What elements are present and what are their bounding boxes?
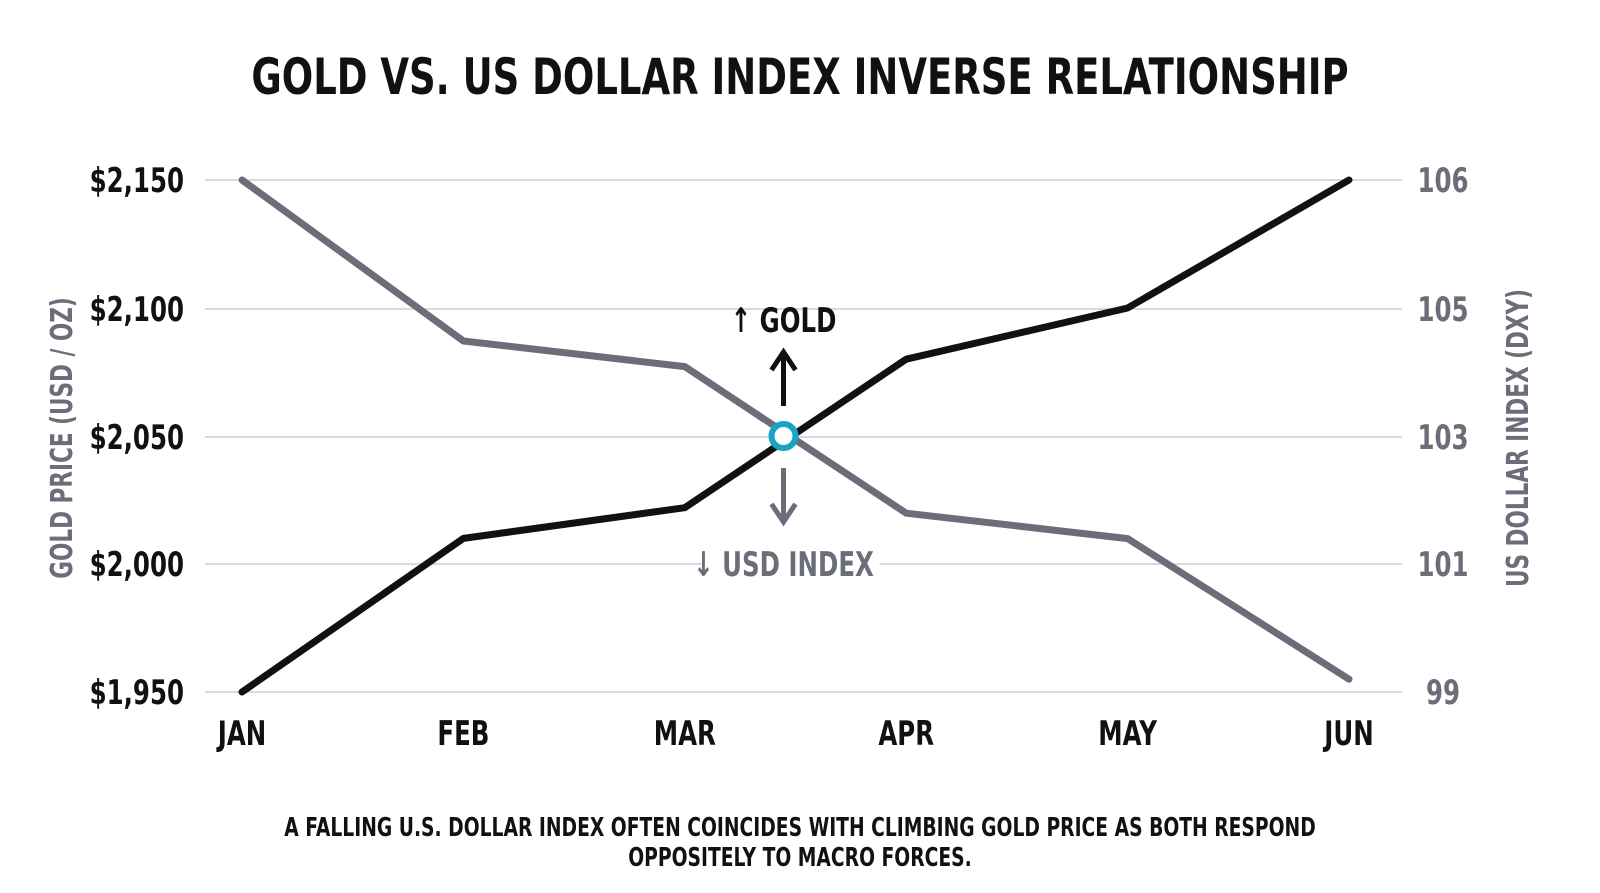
left-tick-label: $2,100 bbox=[90, 290, 184, 329]
chart-caption: A FALLING U.S. DOLLAR INDEX OFTEN COINCI… bbox=[284, 813, 1316, 873]
x-tick-label: APR bbox=[878, 714, 934, 753]
x-tick-label: JAN bbox=[216, 714, 266, 753]
x-axis-ticks: JAN FEB MAR APR MAY JUN bbox=[216, 714, 1374, 753]
left-axis-label: GOLD PRICE (USD / OZ) bbox=[46, 297, 80, 579]
x-tick-label: JUN bbox=[1323, 714, 1374, 753]
right-tick-label: 105 bbox=[1417, 290, 1468, 329]
gold-up-arrowhead bbox=[769, 347, 798, 372]
gold-annotation: ↑ GOLD bbox=[731, 301, 837, 340]
usd-annotation: ↓ USD INDEX bbox=[693, 545, 874, 584]
crossover-marker bbox=[768, 421, 799, 451]
right-tick-label: 106 bbox=[1417, 161, 1468, 200]
usd-down-arrowhead bbox=[769, 502, 798, 527]
right-axis-ticks: 99 101 103 105 106 bbox=[1417, 161, 1468, 712]
chart-title: GOLD VS. US DOLLAR INDEX INVERSE RELATIO… bbox=[251, 48, 1349, 106]
left-tick-label: $2,050 bbox=[90, 418, 184, 457]
right-tick-label: 103 bbox=[1417, 418, 1468, 457]
right-tick-label: 99 bbox=[1426, 673, 1460, 712]
left-tick-label: $2,000 bbox=[90, 545, 184, 584]
x-tick-label: MAY bbox=[1098, 714, 1157, 753]
usd-label-backing bbox=[701, 542, 880, 586]
left-tick-label: $2,150 bbox=[90, 161, 184, 200]
annotations: ↑ GOLD ↓ USD INDEX bbox=[693, 301, 880, 586]
right-tick-label: 101 bbox=[1417, 545, 1468, 584]
left-axis-ticks: $1,950 $2,000 $2,050 $2,100 $2,150 bbox=[90, 161, 184, 712]
x-tick-label: FEB bbox=[437, 714, 489, 753]
right-axis-label: US DOLLAR INDEX (DXY) bbox=[1502, 289, 1536, 587]
left-tick-label: $1,950 bbox=[90, 673, 184, 712]
x-tick-label: MAR bbox=[654, 714, 716, 753]
